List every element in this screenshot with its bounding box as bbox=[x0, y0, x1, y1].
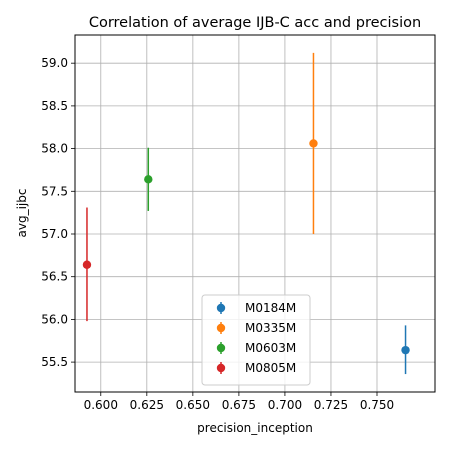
grid bbox=[75, 35, 435, 392]
legend-label: M0805M bbox=[245, 361, 296, 375]
y-tick-label: 55.5 bbox=[41, 355, 68, 369]
y-tick-label: 58.5 bbox=[41, 99, 68, 113]
legend-label: M0335M bbox=[245, 321, 296, 335]
x-tick-label: 0.650 bbox=[176, 398, 210, 412]
legend-label: M0184M bbox=[245, 301, 296, 315]
legend-marker bbox=[216, 323, 226, 333]
data-series bbox=[82, 52, 410, 375]
legend-marker bbox=[216, 363, 226, 373]
plot-frame bbox=[74, 34, 436, 393]
legend-label: M0603M bbox=[245, 341, 296, 355]
y-tick-label: 59.0 bbox=[41, 56, 68, 70]
y-tick-label: 56.5 bbox=[41, 270, 68, 284]
chart-title: Correlation of average IJB-C acc and pre… bbox=[89, 15, 421, 31]
y-axis-label: avg_ijbc bbox=[15, 189, 29, 238]
y-tick-label: 56.0 bbox=[41, 312, 68, 326]
x-tick-label: 0.750 bbox=[360, 398, 394, 412]
x-tick-label: 0.675 bbox=[222, 398, 256, 412]
x-tick-label: 0.700 bbox=[268, 398, 302, 412]
y-tick-label: 57.0 bbox=[41, 227, 68, 241]
data-point bbox=[144, 175, 153, 184]
data-point bbox=[309, 139, 318, 148]
y-tick-label: 58.0 bbox=[41, 142, 68, 156]
x-tick-label: 0.725 bbox=[314, 398, 348, 412]
legend: M0184M M0335M M0603M M0805M bbox=[201, 294, 311, 386]
legend-marker bbox=[216, 343, 226, 353]
x-axis-label: precision_inception bbox=[197, 421, 313, 435]
legend-box bbox=[201, 294, 311, 386]
axis-ticks: 0.600 0.625 0.650 0.675 0.700 0.725 0.750 55.5 5… bbox=[41, 56, 394, 412]
data-point bbox=[82, 260, 92, 269]
x-tick-label: 0.600 bbox=[84, 398, 118, 412]
legend-marker bbox=[216, 303, 226, 313]
x-tick-label: 0.625 bbox=[130, 398, 164, 412]
data-point bbox=[401, 345, 410, 355]
y-tick-label: 57.5 bbox=[41, 184, 68, 198]
